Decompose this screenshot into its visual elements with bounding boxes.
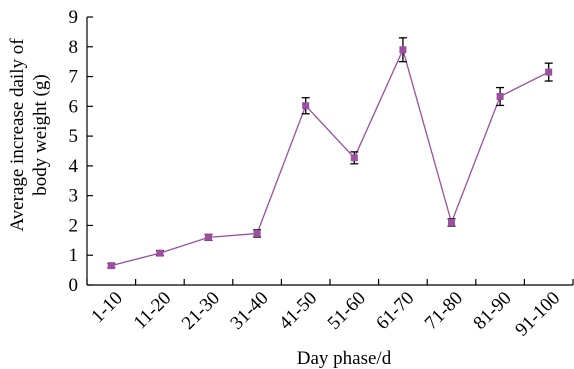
data-point [496, 93, 504, 101]
y-axis-ticks: 0 1 2 3 4 5 6 7 8 9 [69, 7, 93, 296]
data-point [253, 229, 261, 237]
data-series [107, 37, 553, 270]
series-line [111, 47, 549, 267]
x-tick-label: 81-90 [469, 288, 515, 334]
y-tick-label: 3 [69, 186, 79, 207]
x-tick-label: 41-50 [275, 288, 321, 334]
data-point [107, 262, 115, 270]
x-axis-ticks: 1-10 11-20 21-30 31-40 41-50 51-60 61-70 71-80 8… [86, 279, 574, 341]
x-tick-label: 71-80 [421, 288, 467, 334]
data-point [156, 249, 164, 257]
data-point [448, 218, 455, 226]
y-tick-label: 1 [69, 245, 79, 266]
x-axis-title: Day phase/d [297, 348, 392, 369]
x-tick-label: 21-30 [178, 288, 224, 334]
y-tick-label: 8 [69, 37, 79, 58]
y-axis-title-line-1: Average increase daily of [7, 38, 28, 232]
data-point [399, 46, 407, 54]
y-tick-label: 4 [69, 156, 79, 177]
x-tick-label: 11-20 [130, 288, 176, 334]
data-point [302, 102, 310, 110]
x-tick-label: 91-100 [511, 288, 564, 341]
x-tick-label: 31-40 [226, 288, 272, 334]
y-tick-label: 6 [69, 96, 79, 117]
y-axis-title-line-2: body weight (g) [30, 74, 51, 195]
y-tick-label: 9 [69, 7, 79, 28]
x-tick-label: 51-60 [324, 288, 370, 334]
axes [86, 17, 573, 286]
x-tick-label: 1-10 [87, 288, 126, 327]
data-point [205, 233, 212, 241]
data-point [350, 154, 358, 162]
y-tick-label: 5 [69, 126, 79, 147]
y-tick-label: 0 [69, 275, 79, 296]
y-tick-label: 7 [69, 67, 79, 88]
x-tick-label: 61-70 [372, 288, 418, 334]
data-point [545, 68, 553, 76]
y-axis-title: Average increase daily of body weight (g… [7, 38, 51, 232]
y-tick-label: 2 [69, 215, 79, 236]
